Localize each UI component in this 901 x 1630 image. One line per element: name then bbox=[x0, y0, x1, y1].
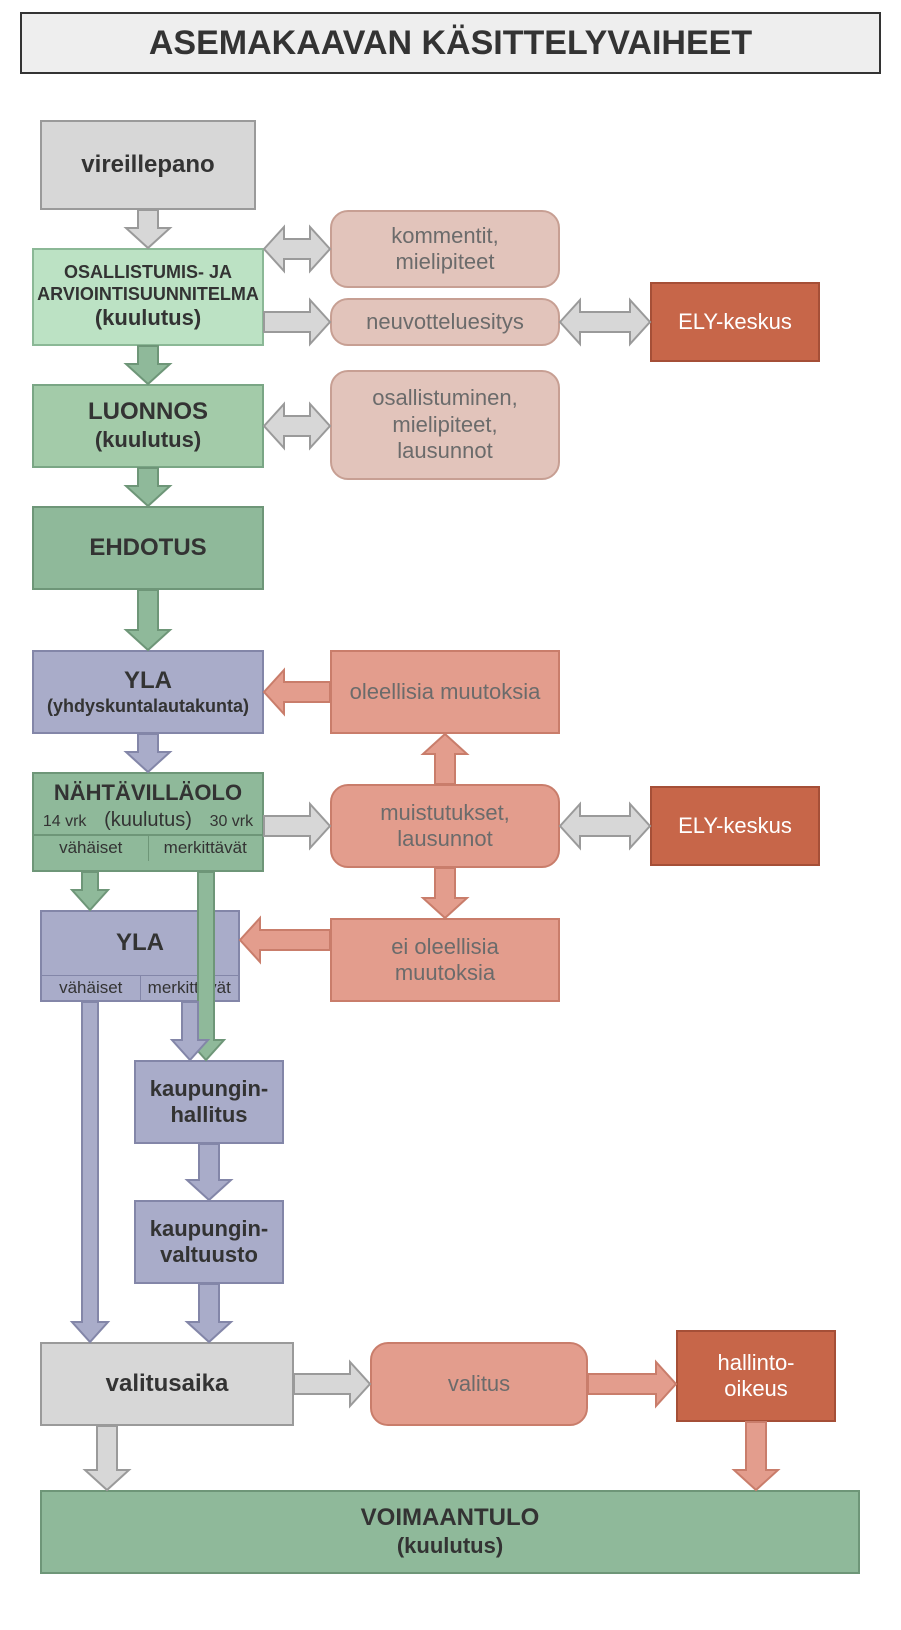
node-ei-oleellisia: ei oleellisiamuutoksia bbox=[330, 918, 560, 1002]
node-kaupunginvaltuusto-label: valtuusto bbox=[160, 1242, 258, 1268]
node-yla2: YLAvähäisetmerkittävät bbox=[40, 910, 240, 1002]
node-hallinto-oikeus-label: oikeus bbox=[724, 1376, 788, 1402]
nahta-title: NÄHTÄVILLÄOLO bbox=[54, 780, 242, 806]
node-ei-oleellisia-label: muutoksia bbox=[395, 960, 495, 986]
node-muistutukset: muistutukset,lausunnot bbox=[330, 784, 560, 868]
node-osall: osallistuminen,mielipiteet,lausunnot bbox=[330, 370, 560, 480]
node-oas: OSALLISTUMIS- JAARVIOINTISUUNNITELMA(kuu… bbox=[32, 248, 264, 346]
node-ely1-label: ELY-keskus bbox=[678, 309, 792, 335]
node-valitusaika-label: valitusaika bbox=[106, 1370, 229, 1399]
yla2-title: YLA bbox=[116, 912, 164, 975]
node-valitus: valitus bbox=[370, 1342, 588, 1426]
node-nahtavillaolo: NÄHTÄVILLÄOLO 14 vrk (kuulutus) 30 vrk vähäi… bbox=[32, 772, 264, 872]
node-muistutukset-label: lausunnot bbox=[397, 826, 492, 852]
node-ehdotus: EHDOTUS bbox=[32, 506, 264, 590]
node-ei-oleellisia-label: ei oleellisia bbox=[391, 934, 499, 960]
yla1-l1: YLA bbox=[124, 667, 172, 696]
nahta-14: 14 vrk bbox=[43, 812, 87, 831]
node-valitus-label: valitus bbox=[448, 1371, 510, 1397]
node-ely2-label: ELY-keskus bbox=[678, 813, 792, 839]
node-hallinto-oikeus: hallinto-oikeus bbox=[676, 1330, 836, 1422]
node-kaupunginhallitus-label: hallitus bbox=[170, 1102, 247, 1128]
node-vireillepano: vireillepano bbox=[40, 120, 256, 210]
node-ehdotus-label: EHDOTUS bbox=[89, 534, 206, 563]
node-ely1: ELY-keskus bbox=[650, 282, 820, 362]
node-kommentit-label: kommentit, bbox=[391, 223, 499, 249]
node-kaupunginvaltuusto: kaupungin-valtuusto bbox=[134, 1200, 284, 1284]
node-yla1: YLA(yhdyskuntalautakunta) bbox=[32, 650, 264, 734]
luonnos-l2: (kuulutus) bbox=[95, 427, 201, 453]
oas-l3: (kuulutus) bbox=[95, 305, 201, 331]
yla1-l2: (yhdyskuntalautakunta) bbox=[47, 696, 249, 718]
title-text: ASEMAKAAVAN KÄSITTELYVAIHEET bbox=[149, 24, 752, 63]
node-osall-label: lausunnot bbox=[397, 438, 492, 464]
node-kommentit: kommentit,mielipiteet bbox=[330, 210, 560, 288]
node-luonnos: LUONNOS(kuulutus) bbox=[32, 384, 264, 468]
node-voimaantulo: VOIMAANTULO(kuulutus) bbox=[40, 1490, 860, 1574]
yla2-vahaiset: vähäiset bbox=[42, 976, 140, 1000]
nahta-kuulutus: (kuulutus) bbox=[104, 808, 192, 832]
nahta-30: 30 vrk bbox=[210, 812, 254, 831]
node-kommentit-label: mielipiteet bbox=[395, 249, 494, 275]
node-osall-label: osallistuminen, bbox=[372, 385, 518, 411]
node-muistutukset-label: muistutukset, bbox=[380, 800, 510, 826]
nahta-merkittavat: merkittävät bbox=[148, 836, 263, 860]
oas-l2: ARVIOINTISUUNNITELMA bbox=[37, 284, 259, 306]
nahta-vahaiset: vähäiset bbox=[34, 836, 148, 860]
node-kaupunginhallitus-label: kaupungin- bbox=[150, 1076, 269, 1102]
node-osall-label: mielipiteet, bbox=[392, 412, 497, 438]
oas-l1: OSALLISTUMIS- JA bbox=[64, 262, 232, 284]
node-hallinto-oikeus-label: hallinto- bbox=[717, 1350, 794, 1376]
node-kaupunginhallitus: kaupungin-hallitus bbox=[134, 1060, 284, 1144]
node-neuvottelu-label: neuvotteluesitys bbox=[366, 309, 524, 335]
page-title: ASEMAKAAVAN KÄSITTELYVAIHEET bbox=[20, 12, 881, 74]
node-kaupunginvaltuusto-label: kaupungin- bbox=[150, 1216, 269, 1242]
node-ely2: ELY-keskus bbox=[650, 786, 820, 866]
yla2-merkittavat: merkittävät bbox=[140, 976, 239, 1000]
luonnos-l1: LUONNOS bbox=[88, 398, 208, 427]
node-oleellisia-label: oleellisia muutoksia bbox=[350, 679, 541, 705]
node-valitusaika: valitusaika bbox=[40, 1342, 294, 1426]
node-vireillepano-label: vireillepano bbox=[81, 151, 214, 180]
voimaan-l2: (kuulutus) bbox=[397, 1533, 503, 1559]
node-neuvottelu: neuvotteluesitys bbox=[330, 298, 560, 346]
node-oleellisia: oleellisia muutoksia bbox=[330, 650, 560, 734]
voimaan-l1: VOIMAANTULO bbox=[361, 1504, 540, 1533]
